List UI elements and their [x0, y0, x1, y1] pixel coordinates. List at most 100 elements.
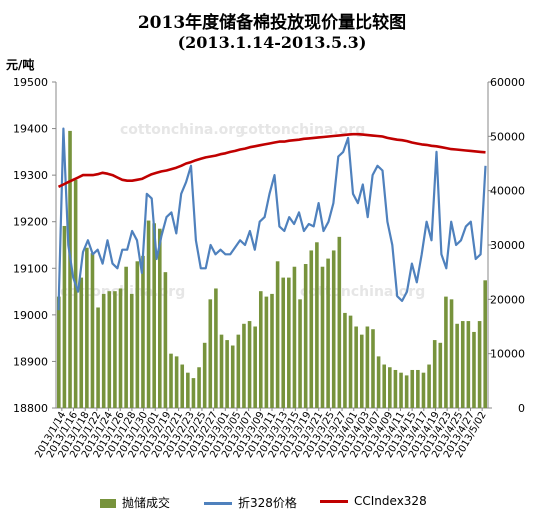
bar [466, 321, 471, 408]
bar [202, 342, 207, 408]
bar [90, 253, 95, 408]
bar [129, 293, 134, 408]
left-tick-label: 19400 [13, 123, 48, 136]
bar [404, 375, 409, 408]
legend: 抛储成交 折328价格 CCIndex328 [0, 490, 544, 514]
bar [376, 356, 381, 408]
left-tick-label: 19200 [13, 216, 48, 229]
bar [146, 220, 151, 408]
right-tick-label: 40000 [490, 185, 525, 198]
bar [455, 323, 459, 408]
bar [359, 334, 364, 408]
bar [219, 334, 224, 408]
bar [388, 367, 392, 408]
bar [326, 258, 330, 408]
bar [449, 299, 454, 408]
bar [315, 242, 319, 408]
bar [236, 334, 241, 408]
legend-swatch [204, 502, 232, 505]
bar [101, 293, 106, 408]
bar [169, 353, 173, 408]
bar [281, 277, 286, 408]
bar [258, 291, 263, 408]
bar [432, 340, 437, 408]
legend-swatch [100, 499, 116, 508]
bar [298, 299, 302, 408]
left-tick-label: 19500 [13, 76, 48, 89]
bar [253, 326, 257, 408]
bar [472, 331, 476, 408]
legend-swatch [320, 500, 348, 503]
bar [421, 372, 426, 408]
chart-title: 2013年度储备棉投放现价量比较图 [137, 13, 407, 33]
bar [292, 266, 297, 408]
bar [135, 261, 140, 408]
bar [230, 345, 235, 408]
bar [331, 250, 336, 408]
bar [197, 367, 201, 408]
bar [152, 223, 156, 408]
right-tick-label: 60000 [490, 76, 525, 89]
bar [275, 261, 280, 408]
bar [62, 225, 67, 408]
legend-item-index: CCIndex328 [320, 494, 427, 508]
bar [113, 291, 117, 408]
right-tick-label: 0 [518, 402, 525, 415]
bar [247, 321, 252, 408]
bar [303, 264, 308, 408]
left-axis-unit: 元/吨 [6, 58, 35, 72]
legend-item-bars: 抛储成交 [100, 494, 170, 511]
bar [287, 277, 291, 408]
right-tick-label: 10000 [490, 348, 525, 361]
bar [348, 315, 353, 408]
right-tick-label: 50000 [490, 130, 525, 143]
bar [118, 288, 123, 408]
bar [264, 296, 269, 408]
watermark-text: cottonchina.org [300, 284, 425, 300]
right-tick-label: 30000 [490, 239, 525, 252]
legend-item-price: 折328价格 [204, 494, 297, 511]
price-line [57, 127, 487, 311]
bar [365, 326, 370, 408]
bar [477, 321, 482, 408]
bar [191, 378, 196, 408]
bar [208, 299, 213, 408]
bar [416, 369, 420, 408]
watermark-text: cottonchina.org [240, 122, 365, 138]
legend-label: 折328价格 [238, 496, 297, 510]
bar [68, 130, 72, 408]
bar [214, 288, 218, 408]
chart-subtitle: (2013.1.14-2013.5.3) [177, 33, 367, 52]
bar [225, 340, 229, 408]
bar [382, 364, 387, 408]
bar [371, 329, 375, 408]
bar [320, 266, 325, 408]
bar [163, 272, 168, 408]
bar [242, 323, 246, 408]
bar [427, 364, 431, 408]
bar [483, 280, 487, 408]
bar [85, 247, 89, 408]
bar [73, 179, 78, 408]
bar [309, 250, 314, 408]
legend-label: 抛储成交 [122, 496, 171, 510]
bar [180, 364, 185, 408]
bar [186, 372, 190, 408]
right-tick-label: 20000 [490, 293, 525, 306]
bar [438, 342, 443, 408]
bar [57, 296, 61, 408]
legend-label: CCIndex328 [354, 494, 427, 508]
bar [141, 255, 145, 408]
left-tick-label: 18800 [13, 402, 48, 415]
bar [157, 228, 162, 408]
bar [393, 369, 398, 408]
bar [124, 266, 128, 408]
bar [174, 356, 179, 408]
bar [444, 296, 448, 408]
watermark-text: cottonchina.org [120, 122, 245, 138]
bar [107, 291, 112, 408]
bar [410, 369, 415, 408]
bar [399, 372, 403, 408]
